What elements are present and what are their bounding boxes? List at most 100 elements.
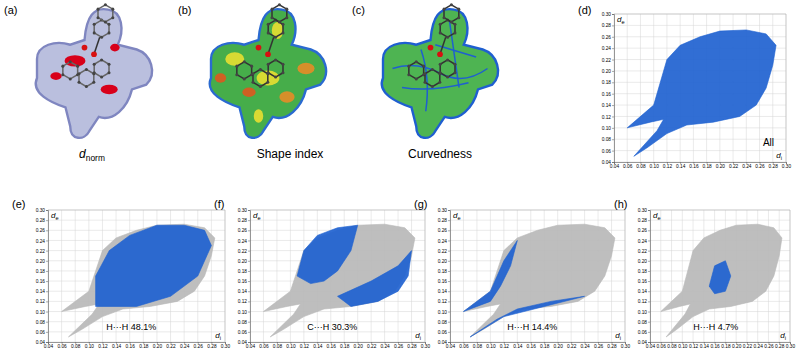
x-tick: 0.28 <box>407 342 417 349</box>
grid-line-x <box>660 210 661 342</box>
y-tick: 0.30 <box>438 208 450 213</box>
y-tick-label: 0.06 <box>36 330 46 335</box>
atom <box>431 68 434 71</box>
x-tick-label: 0.18 <box>139 344 149 349</box>
grid-line-y <box>250 220 425 221</box>
molecule-ring <box>98 5 113 22</box>
y-tick-mark <box>248 291 250 292</box>
molecule-ring <box>94 20 109 37</box>
x-tick: 0.10 <box>286 342 296 349</box>
y-axis: 0.040.060.080.100.120.140.160.180.200.22… <box>238 208 251 345</box>
x-tick: 0.26 <box>764 342 774 349</box>
plot-frame <box>614 14 786 162</box>
grid-line-x <box>463 210 464 342</box>
y-tick-label: 0.20 <box>638 259 648 264</box>
surface-panel <box>382 3 498 137</box>
y-tick-label: 0.30 <box>438 208 448 213</box>
y-tick-label: 0.16 <box>602 92 612 97</box>
molecule-ring <box>79 69 94 86</box>
y-tick-mark <box>448 322 450 323</box>
y-tick-mark <box>248 271 250 272</box>
x-tick: 0.20 <box>554 342 564 349</box>
oxygen <box>256 45 262 51</box>
y-tick: 0.28 <box>36 218 48 223</box>
x-tick-label: 0.26 <box>394 344 404 349</box>
fingerprint-region <box>96 225 212 306</box>
x-tick: 0.30 <box>421 342 431 349</box>
x-tick: 0.22 <box>567 342 577 349</box>
atom <box>235 65 238 68</box>
x-tick-label: 0.20 <box>732 344 742 349</box>
x-tick: 0.06 <box>459 342 469 349</box>
y-tick-mark <box>612 14 614 15</box>
fingerprint-region <box>709 261 731 294</box>
atom <box>407 65 410 68</box>
grid-line-x <box>640 14 641 162</box>
y-tick: 0.10 <box>238 310 250 315</box>
x-tick: 0.04 <box>610 162 620 169</box>
y-tick: 0.18 <box>238 269 250 274</box>
fingerprint-region <box>661 224 782 337</box>
y-tick-mark <box>46 220 48 221</box>
grid-line-x <box>276 210 277 342</box>
y-tick: 0.30 <box>638 208 650 213</box>
y-tick: 0.18 <box>638 269 650 274</box>
x-axis-title-sub: i <box>620 335 621 341</box>
x-tick-label: 0.20 <box>716 164 726 169</box>
fingerprint-region <box>627 30 776 156</box>
data-layer <box>627 30 776 156</box>
molecule-ring <box>425 69 440 86</box>
atom <box>281 71 284 74</box>
y-axis-title-sub: e <box>257 215 260 221</box>
grid-line-x <box>75 210 76 342</box>
y-tick-mark <box>248 230 250 231</box>
x-tick: 0.16 <box>689 162 699 169</box>
y-tick-label: 0.04 <box>438 340 448 345</box>
y-tick-mark <box>46 301 48 302</box>
y-tick-label: 0.12 <box>238 299 248 304</box>
y-tick: 0.20 <box>638 259 650 264</box>
y-tick-mark <box>248 220 250 221</box>
x-tick-label: 0.28 <box>769 164 779 169</box>
x-tick: 0.06 <box>57 342 67 349</box>
x-tick: 0.08 <box>667 342 677 349</box>
atom <box>267 31 270 34</box>
y-axis: 0.040.060.080.100.120.140.160.180.200.22… <box>36 208 49 345</box>
x-tick-label: 0.30 <box>786 344 796 349</box>
molecule-ring <box>268 60 283 77</box>
atom <box>274 36 277 39</box>
y-tick-mark <box>248 240 250 241</box>
atom <box>92 72 95 75</box>
y-axis-title: de <box>51 211 59 221</box>
x-tick: 0.16 <box>126 342 136 349</box>
molecule-ring <box>272 5 287 22</box>
y-tick: 0.26 <box>36 228 48 233</box>
x-tick-label: 0.06 <box>657 344 667 349</box>
y-tick-label: 0.16 <box>438 279 448 284</box>
x-tick-label: 0.18 <box>721 344 731 349</box>
y-tick-mark <box>248 312 250 313</box>
x-tick-label: 0.12 <box>663 164 673 169</box>
y-tick-label: 0.12 <box>438 299 448 304</box>
y-tick-label: 0.06 <box>238 330 248 335</box>
x-tick-label: 0.10 <box>85 344 95 349</box>
x-tick-label: 0.20 <box>153 344 163 349</box>
y-tick-mark <box>612 105 614 106</box>
y-axis: 0.040.060.080.100.120.140.160.180.200.22… <box>638 208 651 345</box>
x-tick-label: 0.28 <box>607 344 617 349</box>
y-tick-label: 0.08 <box>638 320 648 325</box>
x-tick: 0.12 <box>663 162 673 169</box>
oxygen <box>428 45 434 51</box>
atom <box>415 77 418 80</box>
grid-line-x <box>411 210 412 342</box>
x-tick: 0.28 <box>775 342 785 349</box>
x-tick-label: 0.20 <box>354 344 364 349</box>
annotation: All <box>763 137 774 148</box>
atom <box>450 3 453 6</box>
x-tick: 0.30 <box>782 162 792 169</box>
atom <box>274 58 277 61</box>
atom <box>250 65 253 68</box>
x-tick: 0.12 <box>300 342 310 349</box>
atom <box>439 31 442 34</box>
x-axis: 0.040.060.080.100.120.140.160.180.200.22… <box>646 342 796 349</box>
